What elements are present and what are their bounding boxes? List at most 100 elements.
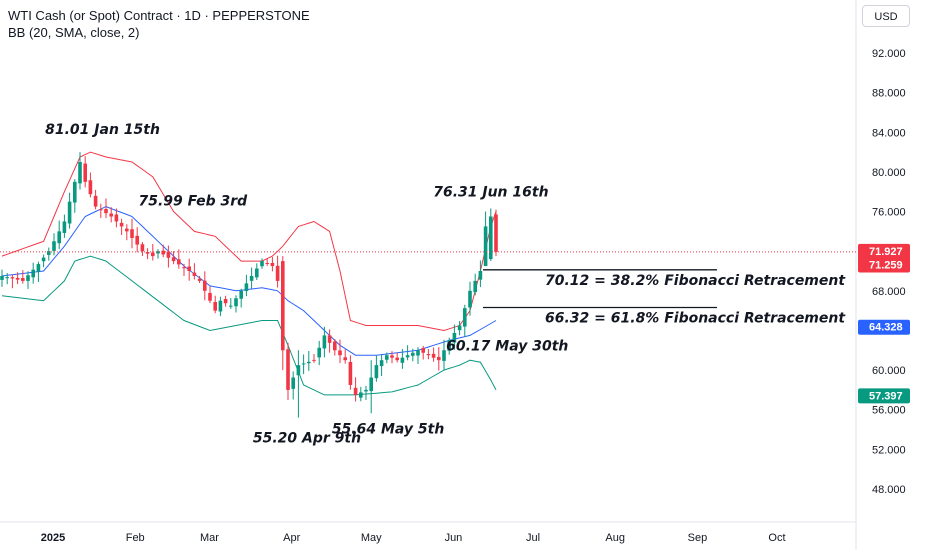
candle-body: [67, 201, 72, 224]
candle-body: [275, 265, 280, 281]
candle-body: [135, 235, 139, 245]
candle-body: [416, 350, 420, 356]
candle-body: [281, 261, 285, 351]
candle-body: [10, 277, 15, 279]
candle-body: [125, 228, 129, 232]
candle-body: [312, 359, 316, 361]
candle-body: [192, 272, 197, 276]
candle-body: [489, 216, 493, 260]
x-tick-label: Apr: [283, 532, 300, 544]
candle-body: [494, 214, 498, 252]
candle-body: [239, 290, 243, 299]
y-tick-label: 84.000: [872, 127, 906, 139]
price-annotation: 81.01 Jan 15th: [45, 122, 160, 138]
candle-body: [31, 269, 35, 278]
y-tick-label: 52.000: [872, 444, 906, 456]
candle-body: [41, 257, 46, 262]
bollinger-upper-band: [1, 151, 497, 332]
x-tick-label: Oct: [768, 532, 785, 544]
candle-body: [390, 355, 394, 358]
candle-body: [379, 360, 384, 367]
x-tick-label: May: [361, 532, 382, 544]
candle-body: [307, 361, 311, 364]
candle-body: [301, 363, 306, 365]
x-tick-label: Jul: [526, 532, 540, 544]
x-tick-label: 2025: [41, 532, 65, 544]
candle-body: [343, 357, 347, 361]
price-badge-value: 71.927: [869, 246, 903, 258]
candle-body: [197, 278, 202, 281]
candle-body: [457, 325, 462, 331]
candle-body: [483, 226, 488, 267]
candle-body: [5, 277, 9, 279]
fib-level-label: 70.12 = 38.2% Fibonacci Retracement: [545, 273, 846, 289]
candle-body: [296, 365, 301, 376]
y-tick-label: 92.000: [872, 48, 906, 60]
price-badge: [858, 388, 910, 404]
candle-body: [57, 231, 61, 244]
fib-level-label: 66.32 = 61.8% Fibonacci Retracement: [545, 310, 846, 326]
price-annotation: 55.20 Apr 9th: [253, 431, 361, 447]
candle-body: [145, 252, 150, 254]
candle-body: [442, 350, 446, 361]
candle-body: [385, 355, 389, 360]
candle-body: [203, 280, 207, 291]
candle-body: [244, 283, 249, 292]
candle-body: [78, 162, 82, 184]
candle-body: [213, 302, 217, 311]
candle-body: [140, 244, 145, 252]
candle-body: [353, 387, 358, 395]
y-tick-label: 68.000: [872, 286, 906, 298]
candle-body: [218, 300, 223, 312]
x-tick-label: Sep: [688, 532, 708, 544]
indicator-legend: BB (20, SMA, close, 2): [8, 25, 140, 40]
candle-body: [177, 259, 181, 265]
chart-title: WTI Cash (or Spot) Contract · 1D · PEPPE…: [8, 8, 310, 23]
candle-body: [411, 352, 415, 356]
candle-body: [73, 181, 77, 203]
candle-body: [171, 257, 176, 262]
candle-body: [114, 214, 119, 222]
candle-body: [463, 308, 467, 327]
currency-button[interactable]: USD: [862, 5, 910, 27]
price-annotation: 76.31 Jun 16th: [433, 184, 548, 200]
candle-body: [437, 356, 441, 361]
candle-body: [473, 280, 477, 293]
y-tick-label: 80.000: [872, 167, 906, 179]
candle-body: [249, 275, 254, 281]
candle-body: [93, 195, 98, 207]
price-badge-value: 57.397: [869, 390, 903, 402]
price-badge: [858, 257, 910, 273]
candle-body: [255, 268, 259, 278]
bollinger-lower-band: [1, 255, 497, 396]
bollinger-basis: [1, 206, 497, 356]
y-tick-label: 48.000: [872, 484, 906, 496]
candle-body: [452, 332, 457, 343]
candle-body: [333, 341, 337, 351]
candle-body: [447, 340, 451, 351]
candle-body: [359, 392, 363, 398]
candle-body: [119, 222, 124, 227]
candle-body: [405, 355, 410, 358]
candle-body: [99, 209, 103, 211]
candle-body: [62, 221, 67, 233]
price-annotation: 60.17 May 30th: [446, 338, 568, 354]
candle-body: [338, 350, 342, 356]
y-tick-label: 88.000: [872, 88, 906, 100]
candle-body: [317, 347, 321, 358]
candle-body: [229, 305, 233, 307]
candle-body: [130, 229, 134, 238]
candle-body: [426, 354, 431, 356]
candle-body: [478, 271, 483, 280]
x-tick-label: Feb: [126, 532, 145, 544]
x-tick-label: Jun: [445, 532, 463, 544]
candle-body: [395, 357, 399, 361]
candle-body: [260, 261, 264, 267]
candle-body: [26, 275, 30, 281]
candle-body: [364, 389, 368, 392]
candle-body: [182, 267, 186, 269]
y-tick-label: 60.000: [872, 365, 906, 377]
candle-body: [88, 180, 93, 195]
candle-body: [265, 262, 269, 264]
